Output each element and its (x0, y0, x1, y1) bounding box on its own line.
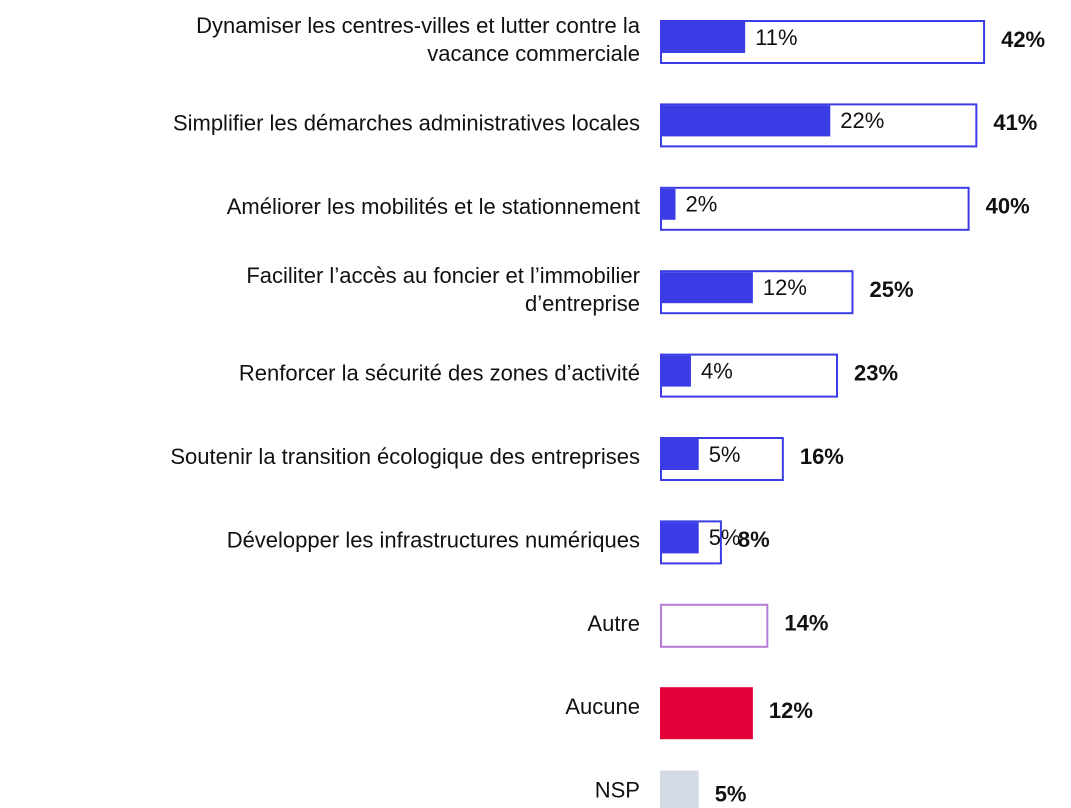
category-label: Aucune (565, 694, 640, 719)
first-choice-label: 5% (709, 525, 741, 550)
total-label: 41% (993, 110, 1037, 135)
category-label: Dynamiser les centres-villes et lutter c… (196, 13, 641, 66)
total-label: 16% (800, 444, 844, 469)
first-choice-label: 11% (755, 25, 797, 50)
total-bar (660, 186, 970, 231)
total-bar (660, 603, 769, 648)
first-choice-bar (660, 272, 753, 304)
category-label: Développer les infrastructures numérique… (227, 527, 640, 552)
total-bar (660, 687, 753, 740)
first-choice-bar (660, 22, 746, 53)
category-label: Autre (587, 611, 640, 636)
total-bar (660, 770, 699, 808)
first-choice-bar (660, 188, 676, 220)
category-label: Renforcer la sécurité des zones d’activi… (239, 360, 640, 385)
total-label: 12% (769, 698, 813, 723)
total-label: 25% (870, 277, 914, 302)
first-choice-label: 2% (685, 192, 717, 217)
total-label: 23% (854, 360, 898, 385)
total-label: 5% (715, 781, 747, 806)
first-choice-bar (660, 105, 831, 137)
first-choice-label: 4% (701, 358, 733, 383)
total-label: 14% (784, 611, 828, 636)
first-choice-bar (660, 439, 699, 470)
first-choice-label: 12% (763, 275, 807, 300)
category-label: Améliorer les mobilités et le stationnem… (227, 194, 640, 219)
first-choice-label: 22% (840, 108, 884, 133)
category-label: Soutenir la transition écologique des en… (170, 444, 640, 469)
total-label: 40% (986, 194, 1030, 219)
category-label: NSP (595, 777, 640, 802)
first-choice-label: 5% (709, 442, 741, 467)
first-choice-bar (660, 522, 699, 554)
first-choice-bar (660, 355, 691, 387)
category-label: Simplifier les démarches administratives… (173, 110, 640, 135)
total-label: 42% (1001, 27, 1045, 52)
total-label: 8% (738, 527, 770, 552)
category-label: Faciliter l’accès au foncier et l’immobi… (246, 263, 640, 316)
